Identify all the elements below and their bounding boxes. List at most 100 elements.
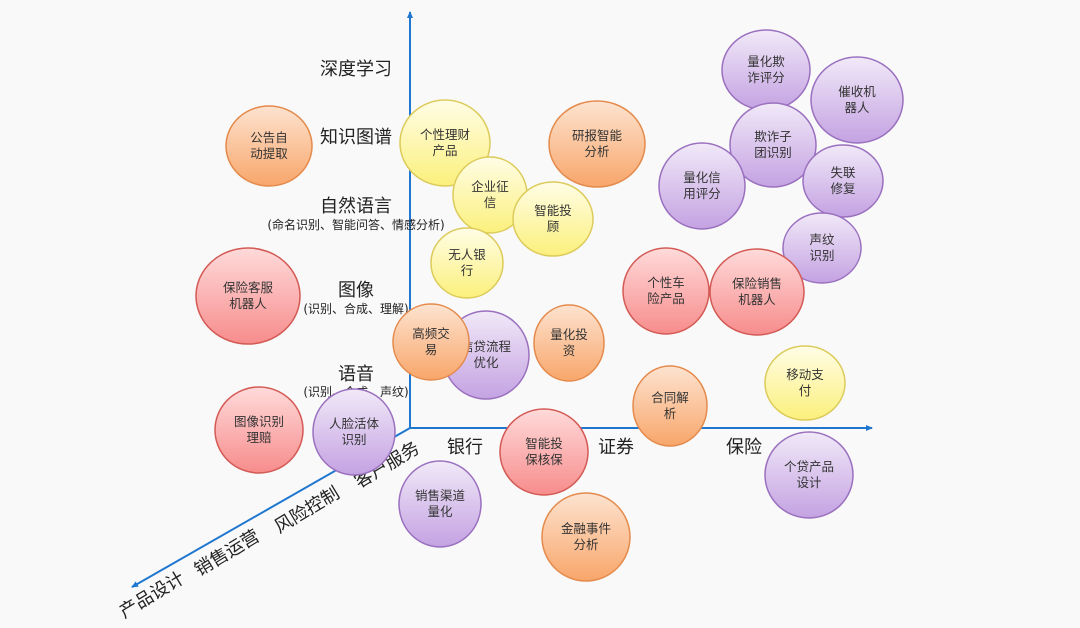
bubble-label: 信 — [484, 195, 497, 210]
bubble-label: 动提取 — [250, 146, 288, 161]
bubble-shape — [632, 365, 708, 447]
bubble-label: 保险客服 — [223, 280, 274, 295]
bubble-label: 行 — [461, 263, 474, 278]
bubble-label: 析 — [664, 406, 677, 421]
horizontal-axis-label: 证券 — [598, 437, 634, 458]
bubble-label: 公告自 — [250, 130, 288, 145]
horizontal-axis-label: 保险 — [726, 437, 762, 458]
bubble-label: 欺诈子 — [754, 129, 792, 144]
bubble-label: 信贷流程 — [461, 339, 512, 354]
bubble-shape — [764, 431, 854, 519]
bubble-label: 声纹 — [809, 232, 835, 247]
bubble-label: 保险销售 — [732, 276, 782, 291]
bubble-label: 量化投 — [550, 327, 588, 342]
bubble-label: 个性车 — [647, 275, 685, 290]
bubble-label: 用评分 — [683, 186, 721, 201]
bubble-label: 付 — [799, 383, 812, 398]
bubble-label: 产品 — [432, 143, 457, 158]
bubble-label: 量化欺 — [747, 54, 785, 69]
bubble-label: 机器人 — [738, 292, 776, 307]
bubble-label: 顾 — [547, 219, 560, 234]
bubble-label: 无人银 — [448, 247, 486, 262]
bubble-shape — [512, 181, 594, 257]
bubble-label: 器人 — [844, 100, 870, 115]
bubble-label: 分析 — [573, 537, 598, 552]
bubble-label: 理赔 — [246, 430, 271, 445]
bubble-shape — [499, 408, 589, 496]
bubble-label: 合同解 — [651, 390, 689, 405]
bubble-shape — [622, 247, 710, 335]
bubble-label: 企业征 — [471, 179, 509, 194]
bubble-label: 销售渠道 — [415, 488, 466, 503]
bubble-shape — [392, 303, 470, 381]
bubble-shape — [533, 304, 605, 382]
horizontal-axis-label: 银行 — [447, 437, 483, 458]
vertical-axis-label: 语音 — [338, 364, 374, 385]
bubble-label: 识别 — [341, 432, 366, 447]
bubble-shape — [214, 386, 304, 474]
bubble-shape — [225, 105, 313, 187]
bubble-shape — [709, 248, 805, 336]
bubble-label: 高频交 — [412, 326, 450, 341]
bubble-shape — [195, 247, 301, 345]
bubble-label: 失联 — [830, 165, 856, 180]
vertical-axis-sublabel: (识别、合成、理解) — [303, 301, 408, 316]
bubble-shape — [541, 492, 631, 582]
bubble-label: 易 — [425, 342, 438, 357]
bubble-shape — [430, 227, 504, 299]
diagonal-axis-label: 销售运营 — [191, 526, 264, 581]
bubbles: 公告自动提取个性理财产品研报智能分析企业征信智能投顾无人银行保险客服机器人信贷流… — [195, 29, 904, 582]
bubble-label: 诈评分 — [747, 70, 785, 85]
bubble-label: 催收机 — [838, 84, 876, 99]
vertical-axis-sublabel: (命名识别、智能问答、情感分析) — [267, 217, 444, 232]
bubble-label: 移动支 — [786, 367, 824, 382]
bubble-label: 个性理财 — [420, 127, 470, 142]
vertical-axis-label: 知识图谱 — [320, 127, 392, 148]
bubble-shape — [782, 212, 862, 284]
bubble-label: 机器人 — [229, 296, 267, 311]
bubble-shape — [810, 56, 904, 144]
vertical-axis-label: 图像 — [338, 280, 374, 301]
bubble-label: 图像识别 — [234, 414, 284, 429]
bubble-shape — [658, 142, 746, 230]
bubble-label: 金融事件 — [561, 521, 611, 536]
bubble-label: 资 — [563, 343, 576, 358]
bubble-shape — [312, 388, 396, 476]
bubble-shape — [764, 345, 846, 421]
bubble-label: 人脸活体 — [329, 416, 380, 431]
bubble-label: 智能投 — [534, 203, 572, 218]
bubble-label: 险产品 — [647, 291, 685, 306]
bubble-label: 分析 — [584, 144, 609, 159]
diagonal-axis-label: 风险控制 — [271, 483, 344, 538]
bubble-shape — [802, 144, 884, 218]
bubble-label: 量化信 — [683, 170, 721, 185]
bubble-label: 研报智能 — [572, 128, 623, 143]
bubble-label: 团识别 — [754, 145, 792, 160]
bubble-label: 优化 — [473, 355, 499, 370]
vertical-axis-label: 自然语言 — [320, 196, 392, 217]
bubble-label: 识别 — [809, 248, 834, 263]
vertical-axis-label: 深度学习 — [320, 59, 392, 80]
bubble-shape — [548, 100, 646, 188]
